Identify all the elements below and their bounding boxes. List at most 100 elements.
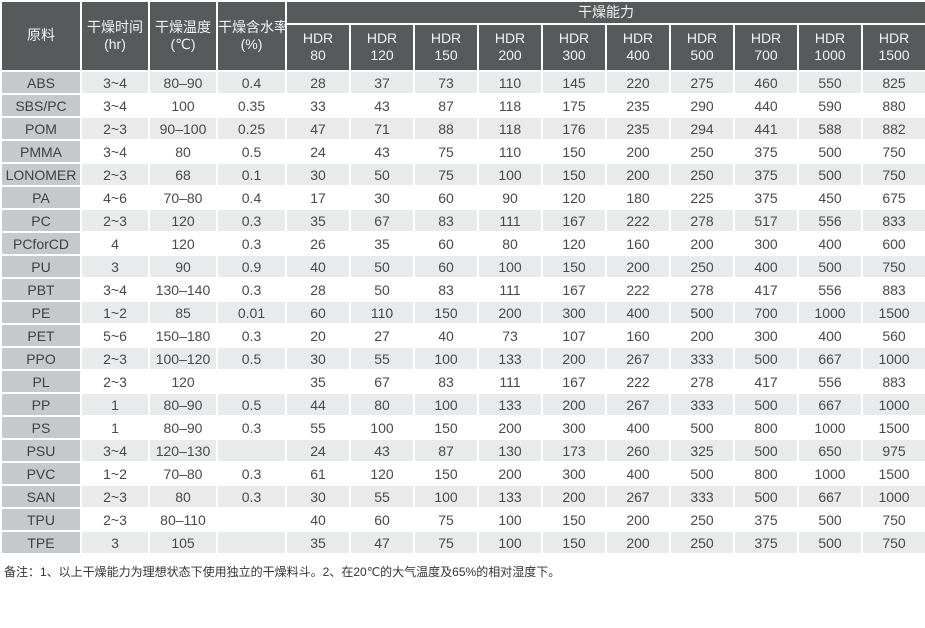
capacity-value-cell: 833 — [860, 208, 925, 233]
drying-time-cell: 4 — [80, 231, 150, 256]
capacity-value-cell: 73 — [477, 323, 543, 348]
capacity-value-cell: 100 — [349, 415, 415, 440]
capacity-value-cell: 180 — [605, 185, 671, 210]
capacity-value-cell: 1500 — [860, 415, 925, 440]
capacity-value-cell: 750 — [860, 139, 925, 164]
capacity-value-cell: 333 — [669, 346, 735, 371]
capacity-value-cell: 825 — [860, 70, 925, 95]
drying-time-cell: 1~2 — [80, 300, 150, 325]
drying-temperature-cell: 120–130 — [148, 438, 218, 463]
drying-capacity-group-header: 干燥能力 — [284, 0, 925, 25]
capacity-value-cell: 100 — [477, 254, 543, 279]
capacity-value-cell: 235 — [605, 93, 671, 118]
drying-temperature-cell: 130–140 — [148, 277, 218, 302]
capacity-value-cell: 150 — [541, 162, 607, 187]
capacity-value-cell: 43 — [349, 139, 415, 164]
capacity-value-cell: 460 — [733, 70, 799, 95]
capacity-value-cell: 43 — [349, 93, 415, 118]
moisture-cell: 0.3 — [216, 277, 287, 302]
table-row: PCforCD 4 120 0.3 26 35 60 80 120 160 200 300 400 600 — [0, 231, 925, 256]
capacity-value-cell: 60 — [349, 507, 415, 532]
moisture-cell: 0.5 — [216, 139, 287, 164]
table-row: PMMA 3~4 80 0.5 24 43 75 110 150 200 250 375 500 750 — [0, 139, 925, 164]
capacity-value-cell: 275 — [669, 70, 735, 95]
table-row: TPE 3 105 35 47 75 100 150 200 250 375 500 750 — [0, 530, 925, 555]
capacity-value-cell: 40 — [285, 254, 351, 279]
capacity-value-cell: 290 — [669, 93, 735, 118]
capacity-value-cell: 650 — [797, 438, 863, 463]
capacity-value-cell: 675 — [860, 185, 925, 210]
moisture-cell: 0.5 — [216, 392, 287, 417]
drying-temperature-cell: 90–100 — [148, 116, 218, 141]
drying-temperature-cell: 70–80 — [148, 461, 218, 486]
capacity-value-cell: 30 — [285, 484, 351, 509]
capacity-value-cell: 500 — [669, 415, 735, 440]
capacity-value-cell: 400 — [605, 461, 671, 486]
capacity-value-cell: 325 — [669, 438, 735, 463]
table-row: PSU 3~4 120–130 24 43 87 130 173 260 325 500 650 975 — [0, 438, 925, 463]
capacity-value-cell: 120 — [349, 461, 415, 486]
capacity-value-cell: 550 — [797, 70, 863, 95]
moisture-cell — [216, 530, 287, 555]
hdr-column-header: HDR 400 — [605, 22, 671, 73]
capacity-value-cell: 500 — [797, 507, 863, 532]
capacity-value-cell: 333 — [669, 484, 735, 509]
capacity-value-cell: 200 — [605, 162, 671, 187]
drying-time-cell: 2~3 — [80, 208, 150, 233]
capacity-value-cell: 133 — [477, 484, 543, 509]
moisture-cell: 0.3 — [216, 208, 287, 233]
capacity-value-cell: 40 — [413, 323, 479, 348]
capacity-value-cell: 235 — [605, 116, 671, 141]
drying-temperature-cell: 120 — [148, 369, 218, 394]
table-row: SBS/PC 3~4 100 0.35 33 43 87 118 175 235 290 440 590… — [0, 93, 925, 118]
capacity-value-cell: 200 — [669, 323, 735, 348]
hdr-column-header: HDR 80 — [285, 22, 351, 73]
drying-temperature-cell: 70–80 — [148, 185, 218, 210]
capacity-value-cell: 400 — [605, 415, 671, 440]
capacity-value-cell: 375 — [733, 185, 799, 210]
capacity-value-cell: 167 — [541, 369, 607, 394]
hdr-column-header: HDR 1000 — [797, 22, 863, 73]
material-cell: PA — [0, 185, 82, 210]
capacity-value-cell: 35 — [285, 530, 351, 555]
capacity-value-cell: 27 — [349, 323, 415, 348]
capacity-value-cell: 83 — [413, 277, 479, 302]
capacity-value-cell: 500 — [669, 300, 735, 325]
capacity-value-cell: 60 — [285, 300, 351, 325]
drying-time-cell: 2~3 — [80, 484, 150, 509]
moisture-column-header: 干燥含水率 (%) — [216, 0, 287, 72]
capacity-value-cell: 417 — [733, 369, 799, 394]
capacity-value-cell: 375 — [733, 530, 799, 555]
table-row: TPU 2~3 80–110 40 60 75 100 150 200 250 375 500 750 — [0, 507, 925, 532]
drying-time-cell: 1 — [80, 392, 150, 417]
table-row: PS 1 80–90 0.3 55 100 150 200 300 400 500 800 1000 15… — [0, 415, 925, 440]
capacity-value-cell: 300 — [541, 415, 607, 440]
moisture-cell: 0.9 — [216, 254, 287, 279]
capacity-value-cell: 30 — [349, 185, 415, 210]
capacity-value-cell: 500 — [797, 530, 863, 555]
capacity-value-cell: 83 — [413, 208, 479, 233]
drying-time-cell: 5~6 — [80, 323, 150, 348]
capacity-value-cell: 400 — [605, 300, 671, 325]
capacity-value-cell: 200 — [477, 300, 543, 325]
capacity-value-cell: 150 — [413, 300, 479, 325]
capacity-value-cell: 440 — [733, 93, 799, 118]
moisture-cell: 0.4 — [216, 70, 287, 95]
capacity-value-cell: 200 — [477, 415, 543, 440]
capacity-value-cell: 111 — [477, 208, 543, 233]
material-cell: PBT — [0, 277, 82, 302]
capacity-value-cell: 26 — [285, 231, 351, 256]
drying-time-cell: 2~3 — [80, 507, 150, 532]
capacity-value-cell: 300 — [733, 231, 799, 256]
capacity-value-cell: 267 — [605, 484, 671, 509]
drying-time-cell: 4~6 — [80, 185, 150, 210]
capacity-value-cell: 120 — [541, 185, 607, 210]
capacity-value-cell: 150 — [541, 507, 607, 532]
moisture-cell: 0.01 — [216, 300, 287, 325]
capacity-value-cell: 400 — [797, 323, 863, 348]
hdr-column-header: HDR 700 — [733, 22, 799, 73]
capacity-value-cell: 111 — [477, 369, 543, 394]
capacity-value-cell: 556 — [797, 369, 863, 394]
capacity-value-cell: 200 — [669, 231, 735, 256]
capacity-value-cell: 120 — [541, 231, 607, 256]
